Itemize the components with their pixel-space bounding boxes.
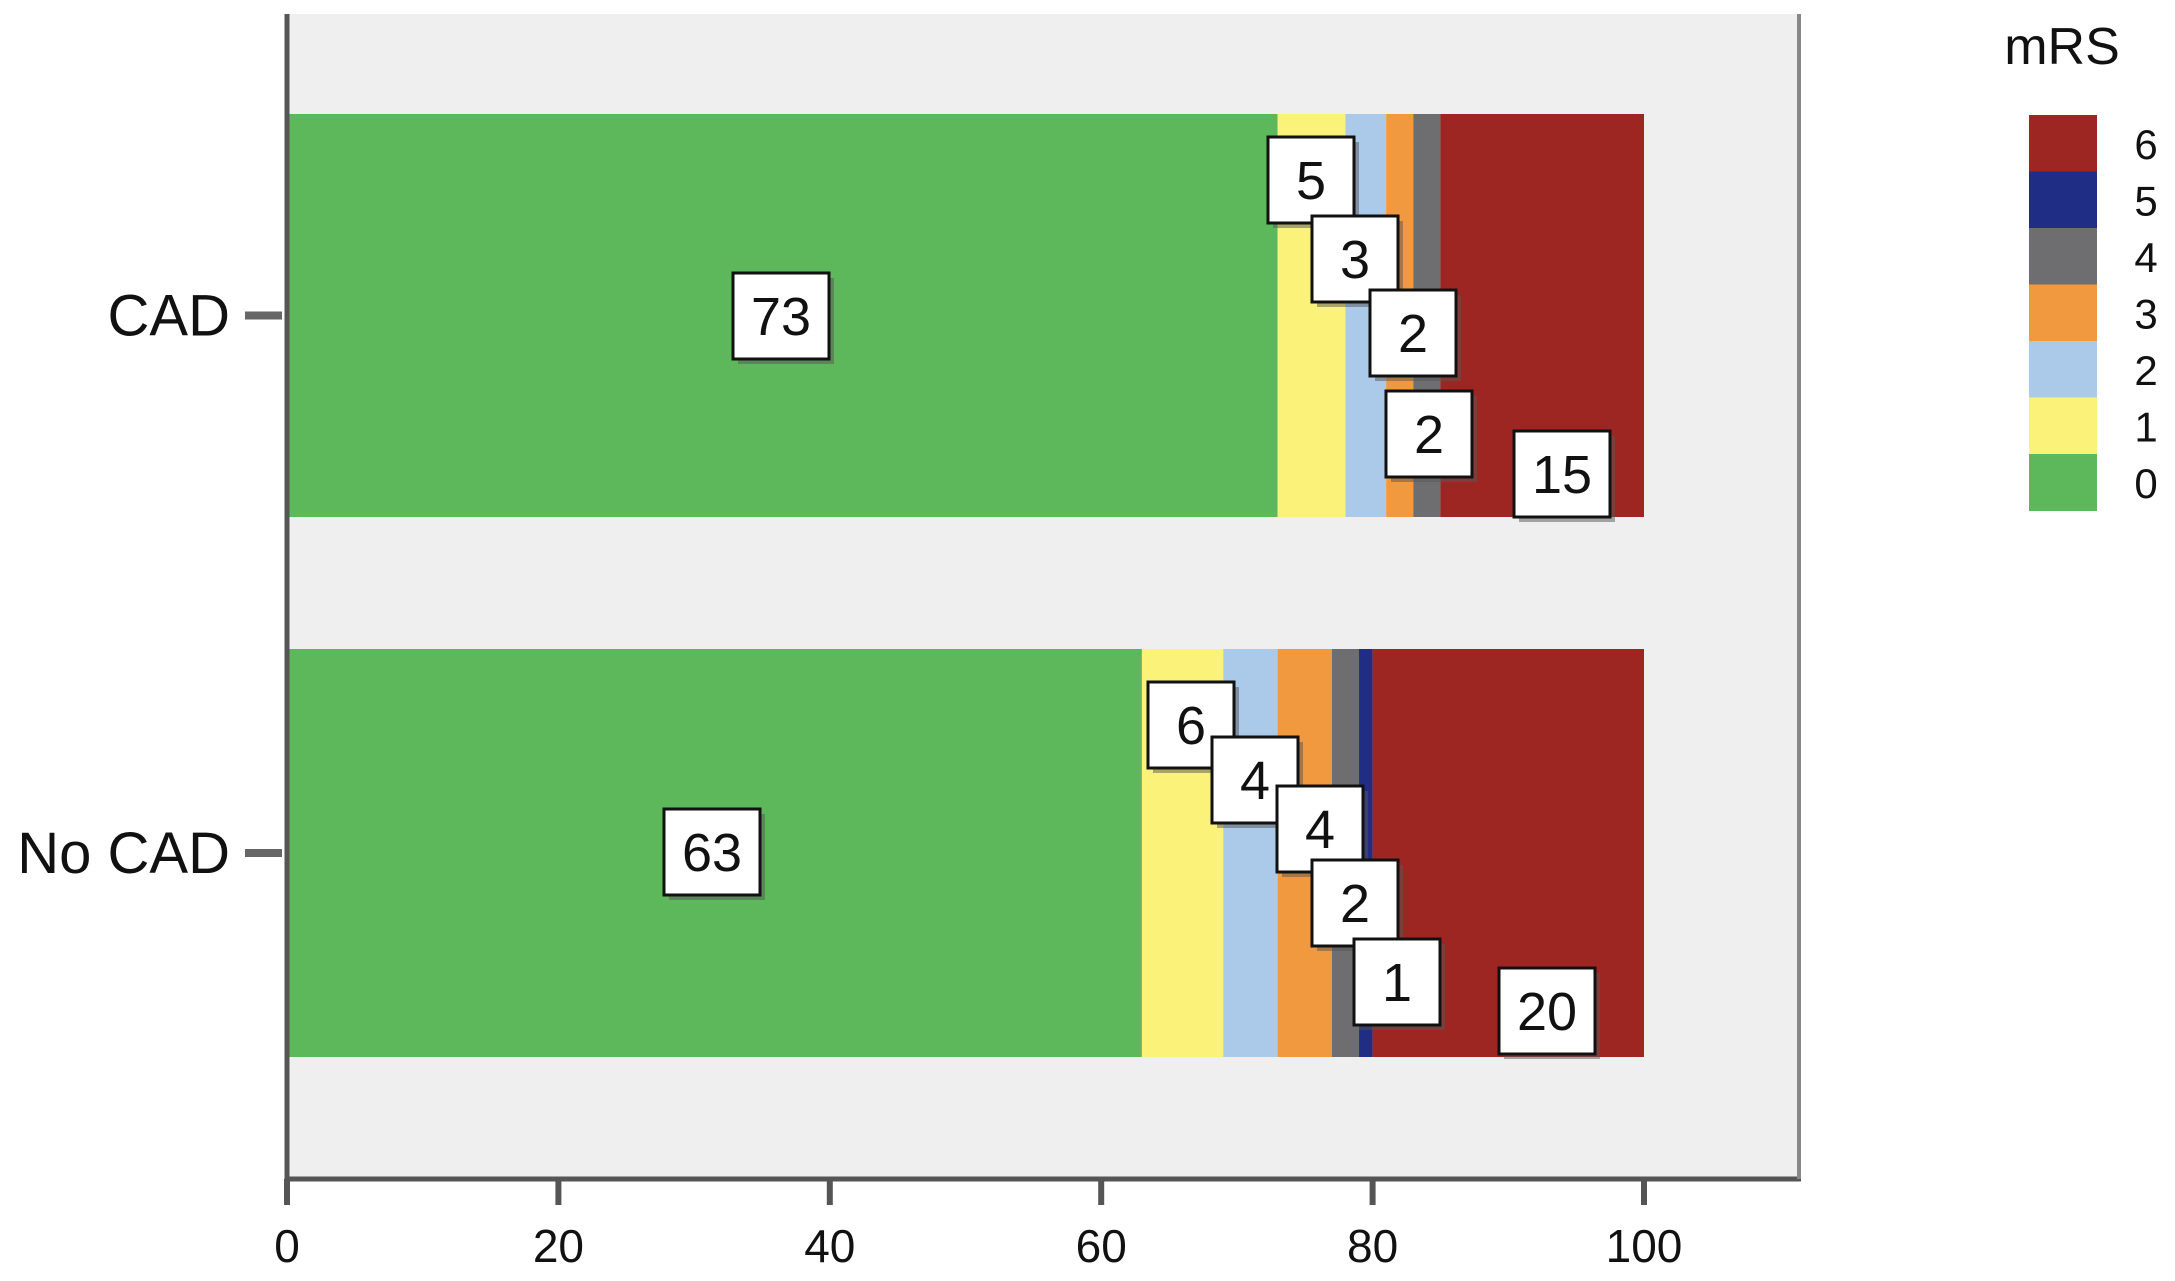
data-label-text: 5 [1296, 151, 1326, 211]
data-label-box [1352, 937, 1442, 1027]
legend-label: 2 [2134, 347, 2157, 394]
data-label: 2 [1310, 858, 1403, 951]
data-label-box [1384, 389, 1474, 479]
data-label-text: 6 [1176, 696, 1206, 756]
data-label-box [1497, 966, 1597, 1056]
x-tick-label: 100 [1606, 1220, 1683, 1272]
data-label-text: 4 [1305, 800, 1335, 860]
x-tick-label: 20 [533, 1220, 584, 1272]
data-label: 63 [662, 807, 765, 900]
data-label: 2 [1368, 288, 1461, 381]
legend-title: mRS [2004, 18, 2120, 76]
data-label-box [1368, 288, 1458, 378]
legend-label: 4 [2134, 234, 2157, 281]
legend-swatch-mrs-2 [2029, 341, 2097, 398]
legend-swatch-mrs-0 [2029, 454, 2097, 511]
data-label-text: 63 [682, 823, 742, 883]
legend-label: 6 [2134, 121, 2157, 168]
x-tick-label: 40 [804, 1220, 855, 1272]
legend-label: 0 [2134, 460, 2157, 507]
data-label: 1 [1352, 937, 1445, 1030]
data-label-box [731, 271, 831, 361]
data-label: 73 [731, 271, 834, 364]
legend-swatch-mrs-1 [2029, 397, 2097, 455]
data-label: 20 [1497, 966, 1600, 1059]
data-label-box [662, 807, 762, 897]
data-label: 2 [1384, 389, 1477, 482]
data-label-text: 2 [1398, 304, 1428, 364]
legend-swatch-mrs-6 [2029, 115, 2097, 172]
y-category-label: CAD [108, 284, 230, 349]
data-label-text: 20 [1517, 982, 1577, 1042]
data-label: 5 [1266, 135, 1359, 228]
y-category-label: No CAD [17, 821, 230, 886]
legend-label: 5 [2134, 178, 2157, 225]
legend-label: 3 [2134, 291, 2157, 338]
data-label-text: 15 [1532, 445, 1592, 505]
data-label-text: 1 [1382, 953, 1412, 1013]
legend-swatch-mrs-3 [2029, 284, 2097, 342]
data-label-text: 2 [1340, 874, 1370, 934]
data-label-box [1310, 214, 1400, 304]
legend-label: 1 [2134, 404, 2157, 451]
x-tick-label: 0 [274, 1220, 300, 1272]
legend-swatch-mrs-5 [2029, 171, 2097, 229]
data-label-text: 73 [751, 287, 811, 347]
x-tick-label: 80 [1347, 1220, 1398, 1272]
legend-swatch-mrs-4 [2029, 228, 2097, 285]
data-label-text: 3 [1340, 230, 1370, 290]
legend: mRS 6 5 4 3 2 1 0 [2004, 18, 2158, 511]
data-label-text: 2 [1414, 405, 1444, 465]
data-label: 15 [1512, 429, 1615, 522]
data-label-text: 4 [1240, 751, 1270, 811]
y-axis-categories: CAD No CAD [17, 284, 282, 886]
data-label-box [1512, 429, 1612, 519]
x-tick-label: 60 [1076, 1220, 1127, 1272]
data-label-box [1310, 858, 1400, 948]
x-axis-ticks: 0 20 40 60 80 100 [274, 1179, 1682, 1272]
